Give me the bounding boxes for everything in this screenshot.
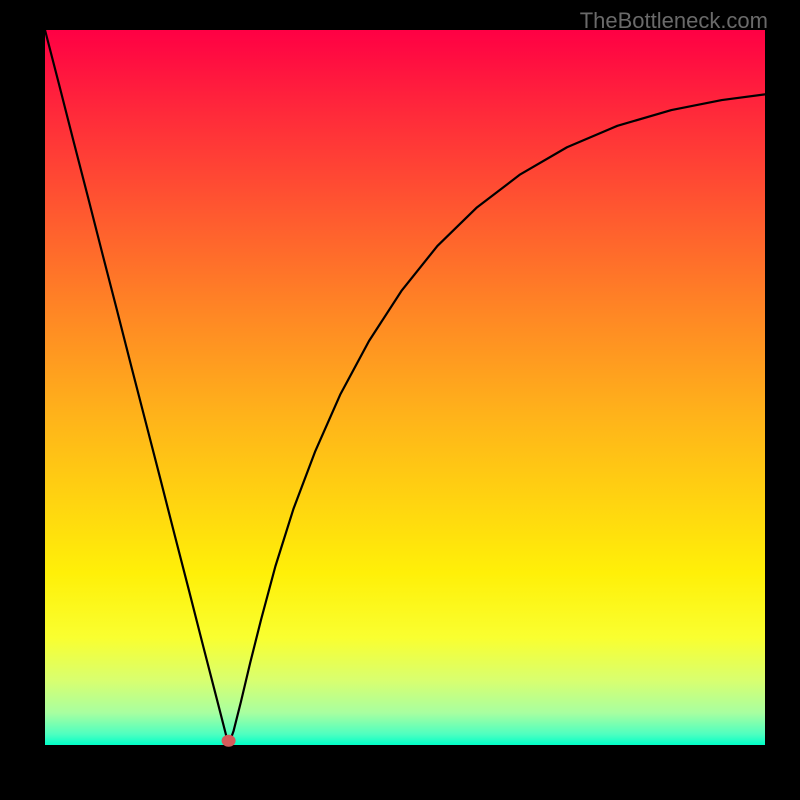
chart-svg [0,0,800,800]
gradient-background [45,30,765,745]
chart-canvas: TheBottleneck.com [0,0,800,800]
bottleneck-marker [222,735,236,747]
